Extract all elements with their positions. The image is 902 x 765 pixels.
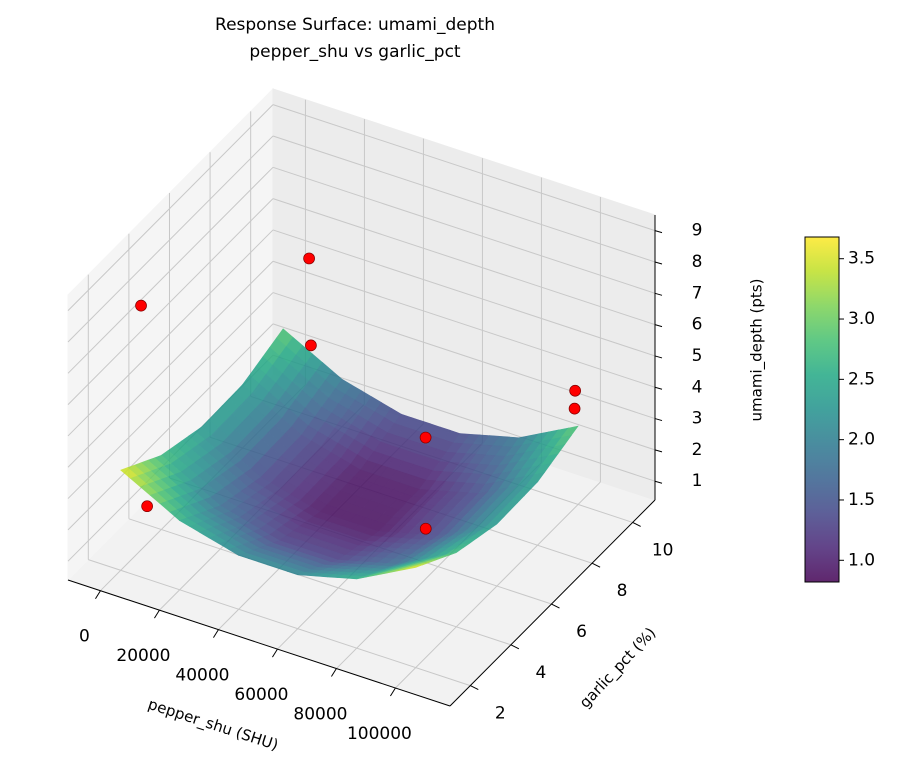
data-point — [419, 522, 432, 535]
tick-mark — [551, 603, 560, 609]
y-axis-label: garlic_pct (%) — [576, 624, 660, 713]
tick-mark — [632, 521, 641, 527]
z-axis-label: umami_depth (pts) — [748, 279, 767, 422]
colorbar-tick-label: 1.5 — [848, 490, 875, 510]
data-point — [141, 500, 153, 513]
z-tick-label: 3 — [692, 409, 703, 429]
tick-mark — [654, 355, 663, 359]
tick-mark — [470, 685, 479, 691]
tick-mark — [591, 562, 601, 568]
colorbar-tick-label: 3.5 — [848, 249, 875, 269]
tick-mark — [510, 644, 520, 650]
grid-line — [67, 323, 274, 531]
grid-line — [272, 323, 656, 451]
grid-line — [67, 229, 274, 437]
grid-line — [272, 260, 656, 388]
y-tick-label: 6 — [576, 622, 587, 642]
grid-line — [128, 518, 512, 646]
colorbar-tick-label: 2.5 — [848, 369, 875, 389]
tick-mark — [654, 230, 663, 234]
chart-subtitle: pepper_shu vs garlic_pct — [249, 42, 461, 62]
z-tick-label: 4 — [692, 377, 703, 397]
grid-line — [67, 260, 274, 468]
grid-line — [272, 166, 656, 294]
z-tick-label: 8 — [692, 252, 703, 272]
x-tick-label: 100000 — [347, 724, 412, 744]
data-point — [135, 299, 147, 312]
tick-mark — [654, 480, 663, 484]
tick-mark — [390, 687, 396, 697]
tick-mark — [654, 292, 663, 296]
z-tick-label: 1 — [692, 471, 703, 491]
tick-mark — [654, 418, 663, 422]
y-tick-label: 8 — [617, 581, 628, 601]
data-point — [303, 252, 315, 265]
tick-mark — [654, 449, 663, 453]
tick-mark — [654, 261, 663, 265]
grid-line — [272, 292, 656, 420]
colorbar — [804, 236, 840, 583]
grid-line — [67, 104, 274, 312]
y-tick-label: 4 — [535, 663, 546, 683]
grid-line — [67, 198, 274, 405]
grid-line — [272, 104, 656, 232]
z-tick-label: 2 — [692, 440, 703, 460]
surface-facet — [405, 564, 423, 570]
axis-line — [67, 579, 451, 707]
colorbar-tick-label: 3.0 — [848, 309, 875, 329]
grid-line — [67, 135, 274, 343]
z-tick-label: 9 — [692, 221, 703, 241]
data-point — [569, 384, 582, 397]
chart-title: Response Surface: umami_depth — [215, 15, 495, 35]
tick-mark — [331, 668, 337, 677]
colorbar-tick-label: 1.0 — [848, 550, 875, 570]
y-tick-label: 10 — [652, 540, 674, 560]
z-tick-label: 6 — [692, 315, 703, 335]
x-tick-label: 40000 — [175, 666, 229, 686]
x-tick-label: 20000 — [116, 646, 170, 666]
surface — [120, 328, 579, 580]
grid-line — [272, 135, 656, 263]
tick-mark — [654, 386, 663, 390]
grid-line — [67, 166, 274, 374]
data-point — [305, 339, 317, 352]
colorbar-tick-label: 2.0 — [848, 430, 875, 450]
z-tick-label: 5 — [692, 346, 703, 366]
grid-line — [395, 481, 601, 689]
tick-mark — [654, 324, 663, 328]
tick-mark — [272, 648, 278, 658]
grid-line — [67, 292, 274, 499]
tick-mark — [213, 629, 219, 638]
grid-line — [88, 559, 471, 687]
grid-line — [272, 229, 656, 357]
grid-line — [272, 198, 656, 326]
axis-line — [449, 499, 656, 707]
z-tick-label: 7 — [692, 283, 703, 303]
x-tick-label: 0 — [79, 627, 90, 647]
data-point — [568, 402, 581, 415]
data-point — [419, 431, 432, 444]
x-tick-label: 80000 — [293, 705, 347, 725]
x-tick-label: 60000 — [234, 685, 288, 705]
tick-mark — [154, 609, 160, 619]
y-tick-label: 2 — [495, 704, 506, 724]
tick-mark — [95, 590, 101, 599]
